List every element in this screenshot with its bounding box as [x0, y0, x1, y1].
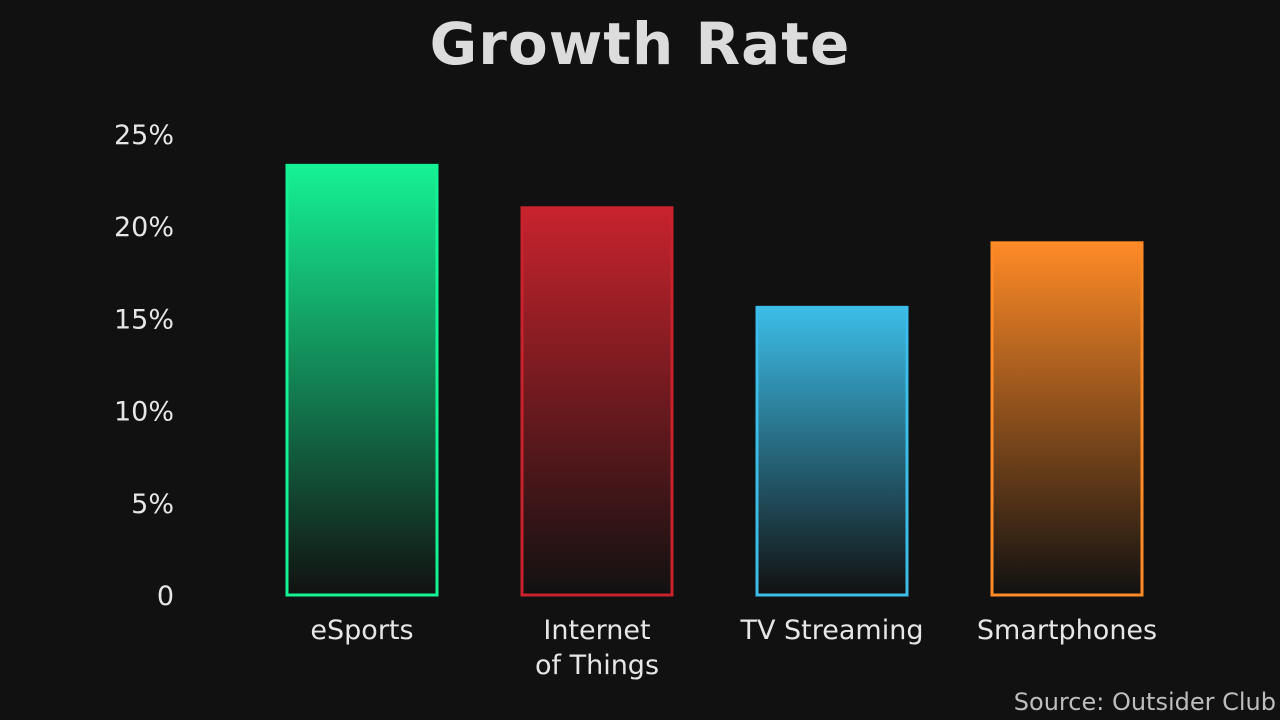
x-category-label: TV Streaming: [740, 615, 924, 646]
bar-esports: [285, 163, 439, 597]
x-category-label: eSports: [310, 615, 413, 646]
y-tick-label: 25%: [114, 120, 174, 151]
y-tick-label: 0: [157, 581, 174, 612]
y-axis: 0 5% 10% 15% 20% 25%: [114, 120, 174, 612]
y-tick-label: 15%: [114, 304, 174, 335]
x-category-label: Internet of Things: [535, 615, 659, 681]
bar-internet-of-things: [520, 206, 674, 597]
y-tick-label: 5%: [131, 489, 174, 520]
source-note: Source: Outsider Club: [1013, 688, 1276, 716]
x-category-label: Smartphones: [977, 615, 1157, 646]
x-axis: eSports Internet of Things TV Streaming Smar…: [310, 615, 1157, 681]
bar-smartphones: [990, 241, 1144, 597]
y-tick-label: 20%: [114, 212, 174, 243]
bar-tv-streaming: [755, 305, 909, 597]
y-tick-label: 10%: [114, 397, 174, 428]
bars: [285, 163, 1144, 597]
chart-title: Growth Rate: [429, 10, 851, 78]
